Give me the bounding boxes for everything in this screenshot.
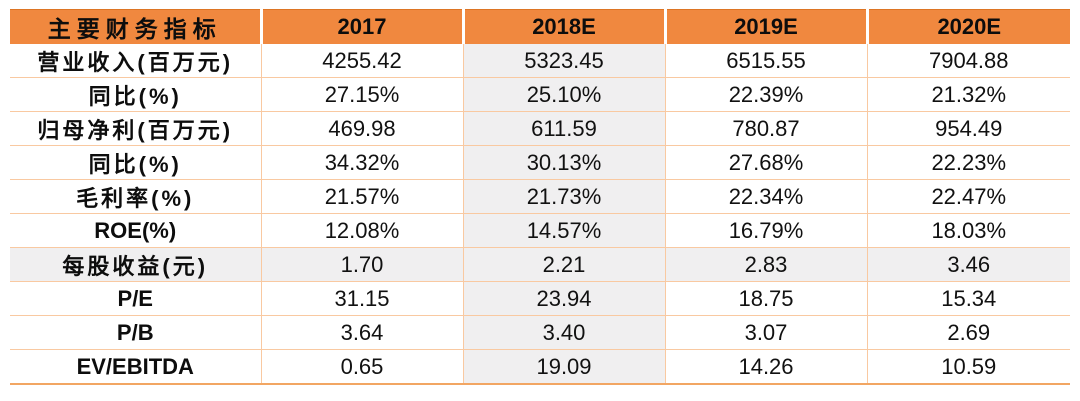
table-row: P/E 31.15 23.94 18.75 15.34: [10, 281, 1070, 316]
value-cell: 27.68%: [665, 145, 868, 180]
column-header-2020e: 2020E: [867, 9, 1070, 44]
value-cell: 7904.88: [867, 44, 1070, 78]
value-cell: 1.70: [261, 247, 464, 282]
column-header-2018e: 2018E: [463, 9, 667, 44]
table-row: EV/EBITDA 0.65 19.09 14.26 10.59: [10, 349, 1070, 385]
value-cell: 22.34%: [665, 179, 868, 214]
value-cell: 22.47%: [867, 179, 1070, 214]
value-cell: 5323.45: [463, 44, 666, 78]
row-label: 每股收益(元): [10, 247, 262, 282]
value-cell: 469.98: [261, 111, 464, 146]
value-cell: 611.59: [463, 111, 666, 146]
table-row: ROE(%) 12.08% 14.57% 16.79% 18.03%: [10, 213, 1070, 248]
table-row: P/B 3.64 3.40 3.07 2.69: [10, 315, 1070, 350]
value-cell: 27.15%: [261, 77, 464, 112]
table-row: 同比(%) 27.15% 25.10% 22.39% 21.32%: [10, 77, 1070, 112]
value-cell: 2.69: [867, 315, 1070, 350]
report-table-page: 主要财务指标 2017 2018E 2019E 2020E 营业收入(百万元) 4…: [10, 9, 1070, 385]
value-cell: 30.13%: [463, 145, 666, 180]
table-row: 营业收入(百万元) 4255.42 5323.45 6515.55 7904.88: [10, 44, 1070, 78]
value-cell: 21.32%: [867, 77, 1070, 112]
column-header-2019e: 2019E: [665, 9, 869, 44]
row-label: 同比(%): [10, 145, 262, 180]
table-row: 同比(%) 34.32% 30.13% 27.68% 22.23%: [10, 145, 1070, 180]
value-cell: 3.64: [261, 315, 464, 350]
value-cell: 15.34: [867, 281, 1070, 316]
value-cell: 21.73%: [463, 179, 666, 214]
row-label: 毛利率(%): [10, 179, 262, 214]
row-label: 归母净利(百万元): [10, 111, 262, 146]
value-cell: 6515.55: [665, 44, 868, 78]
table-row: 每股收益(元) 1.70 2.21 2.83 3.46: [10, 247, 1070, 282]
value-cell: 14.57%: [463, 213, 666, 248]
value-cell: 14.26: [665, 349, 868, 385]
row-label: 营业收入(百万元): [10, 44, 262, 78]
value-cell: 22.39%: [665, 77, 868, 112]
value-cell: 18.03%: [867, 213, 1070, 248]
value-cell: 18.75: [665, 281, 868, 316]
row-label: P/E: [10, 281, 262, 316]
row-label: P/B: [10, 315, 262, 350]
value-cell: 12.08%: [261, 213, 464, 248]
value-cell: 0.65: [261, 349, 464, 385]
value-cell: 3.40: [463, 315, 666, 350]
value-cell: 16.79%: [665, 213, 868, 248]
value-cell: 954.49: [867, 111, 1070, 146]
value-cell: 4255.42: [261, 44, 464, 78]
column-header-indicators: 主要财务指标: [10, 9, 263, 44]
value-cell: 34.32%: [261, 145, 464, 180]
value-cell: 780.87: [665, 111, 868, 146]
row-label: ROE(%): [10, 213, 262, 248]
value-cell: 2.83: [665, 247, 868, 282]
value-cell: 10.59: [867, 349, 1070, 385]
row-label: EV/EBITDA: [10, 349, 262, 385]
value-cell: 19.09: [463, 349, 666, 385]
value-cell: 21.57%: [261, 179, 464, 214]
value-cell: 3.07: [665, 315, 868, 350]
table-row: 毛利率(%) 21.57% 21.73% 22.34% 22.47%: [10, 179, 1070, 214]
column-header-2017: 2017: [261, 9, 465, 44]
value-cell: 31.15: [261, 281, 464, 316]
row-label: 同比(%): [10, 77, 262, 112]
financial-indicators-table: 主要财务指标 2017 2018E 2019E 2020E 营业收入(百万元) 4…: [10, 9, 1070, 385]
table-header-row: 主要财务指标 2017 2018E 2019E 2020E: [10, 9, 1070, 44]
table-row: 归母净利(百万元) 469.98 611.59 780.87 954.49: [10, 111, 1070, 146]
value-cell: 22.23%: [867, 145, 1070, 180]
table-body: 营业收入(百万元) 4255.42 5323.45 6515.55 7904.88 同比(…: [10, 44, 1070, 385]
value-cell: 25.10%: [463, 77, 666, 112]
value-cell: 3.46: [867, 247, 1070, 282]
value-cell: 23.94: [463, 281, 666, 316]
value-cell: 2.21: [463, 247, 666, 282]
